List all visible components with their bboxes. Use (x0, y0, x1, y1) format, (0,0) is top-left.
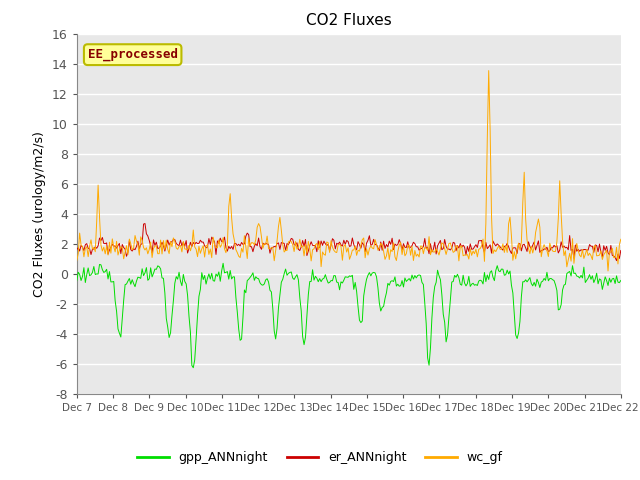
Y-axis label: CO2 Fluxes (urology/m2/s): CO2 Fluxes (urology/m2/s) (33, 131, 46, 297)
Title: CO2 Fluxes: CO2 Fluxes (306, 13, 392, 28)
Legend: gpp_ANNnight, er_ANNnight, wc_gf: gpp_ANNnight, er_ANNnight, wc_gf (132, 446, 508, 469)
Text: EE_processed: EE_processed (88, 48, 178, 61)
